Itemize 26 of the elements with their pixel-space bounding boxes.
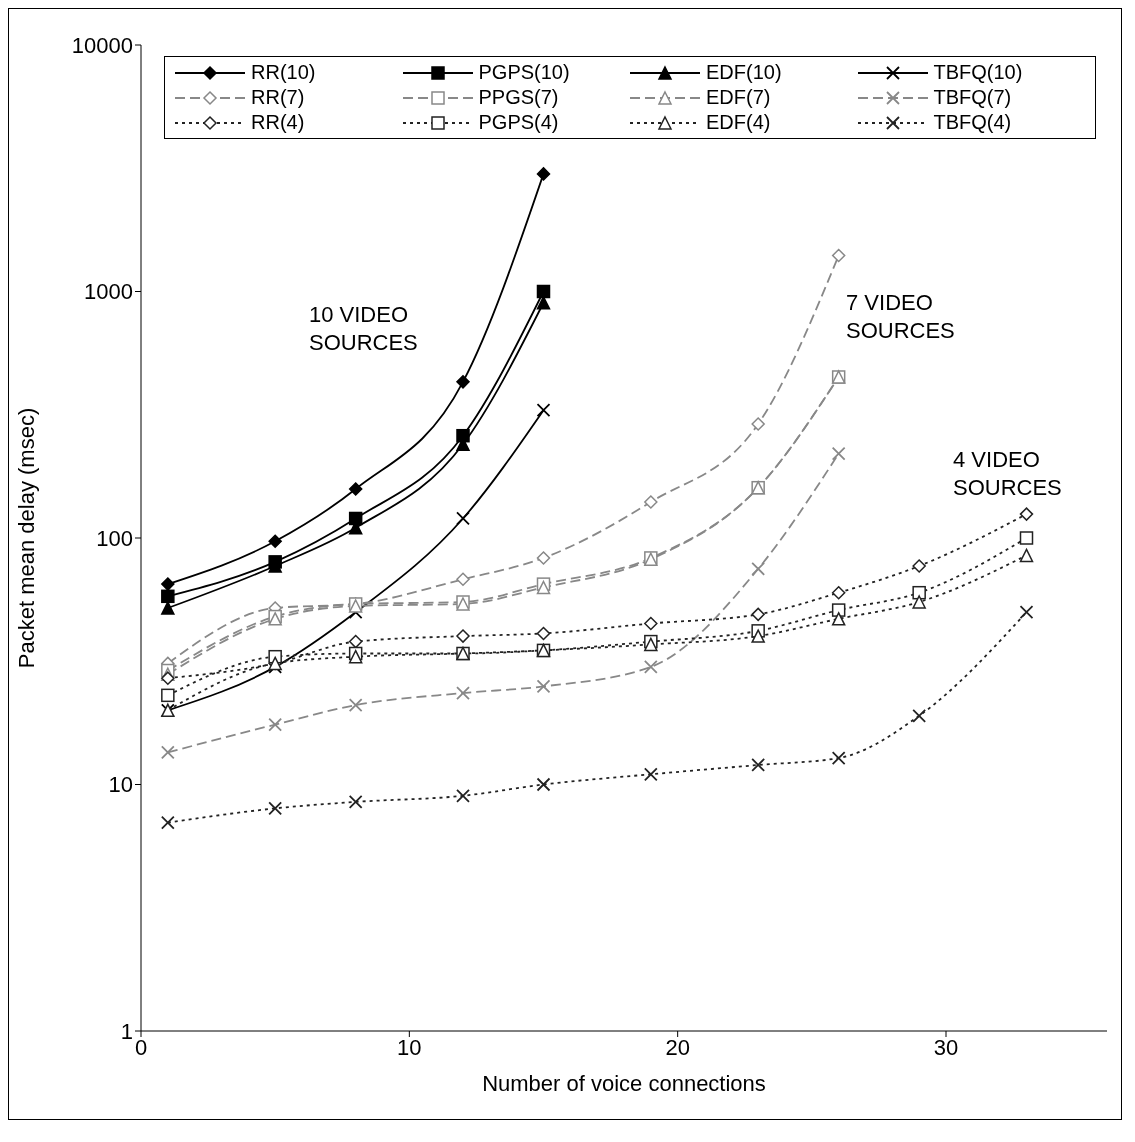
- annotation: 10 VIDEO SOURCES: [309, 301, 419, 357]
- annotation: 7 VIDEO SOURCES: [846, 289, 956, 345]
- x-tick-label: 20: [665, 1034, 690, 1060]
- legend-label: PGPS(4): [478, 111, 559, 134]
- legend-label: RR(4): [251, 111, 305, 134]
- legend-label: EDF(4): [706, 111, 771, 134]
- x-tick-label: 10: [397, 1034, 422, 1060]
- legend-label: PGPS(10): [478, 61, 570, 84]
- y-tick-label: 1000: [84, 279, 133, 305]
- y-tick-label: 1: [120, 1018, 133, 1044]
- legend-label: PPGS(7): [478, 86, 559, 109]
- y-tick-label: 10: [108, 772, 133, 798]
- legend-label: RR(10): [251, 61, 316, 84]
- legend-label: EDF(7): [706, 86, 771, 109]
- y-tick-label: 10000: [71, 32, 133, 58]
- legend-label: TBFQ(7): [933, 86, 1012, 109]
- y-axis-title: Packet mean delay (msec): [13, 407, 39, 669]
- x-tick-label: 30: [933, 1034, 959, 1060]
- legend-label: TBFQ(4): [933, 111, 1012, 134]
- x-tick-label: 0: [134, 1034, 148, 1060]
- legend-label: EDF(10): [706, 61, 782, 84]
- legend-label: TBFQ(10): [933, 61, 1023, 84]
- x-axis-title: Number of voice connections: [482, 1071, 766, 1096]
- annotation: 4 VIDEO SOURCES: [953, 446, 1063, 502]
- legend-label: RR(7): [251, 86, 305, 109]
- y-tick-label: 100: [96, 525, 133, 551]
